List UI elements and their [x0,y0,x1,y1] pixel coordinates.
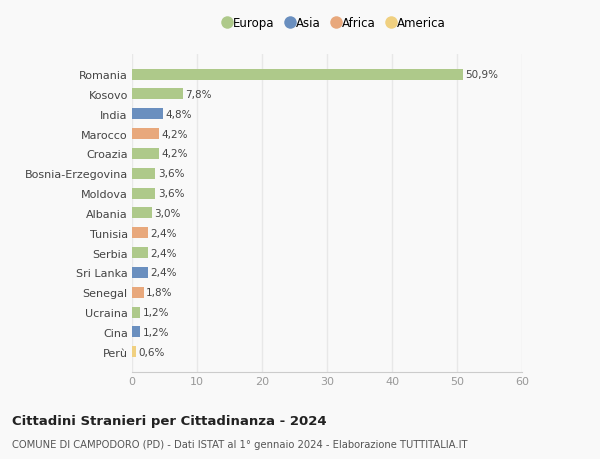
Text: 3,0%: 3,0% [154,208,181,218]
Bar [132,287,144,298]
Text: 1,2%: 1,2% [142,327,169,337]
Bar [132,208,151,219]
Bar [132,228,148,239]
Bar [132,327,140,338]
Text: 2,4%: 2,4% [150,248,176,258]
Bar [132,69,463,80]
Bar [132,168,155,179]
Text: COMUNE DI CAMPODORO (PD) - Dati ISTAT al 1° gennaio 2024 - Elaborazione TUTTITAL: COMUNE DI CAMPODORO (PD) - Dati ISTAT al… [12,440,467,449]
Bar [132,129,160,140]
Text: 2,4%: 2,4% [150,228,176,238]
Text: 50,9%: 50,9% [466,70,499,80]
Text: 7,8%: 7,8% [185,90,212,100]
Bar [132,149,160,160]
Bar [132,89,182,100]
Text: 0,6%: 0,6% [139,347,165,357]
Legend: Europa, Asia, Africa, America: Europa, Asia, Africa, America [224,17,446,29]
Text: 1,8%: 1,8% [146,288,173,297]
Text: 3,6%: 3,6% [158,189,185,199]
Text: 4,2%: 4,2% [162,129,188,139]
Bar [132,267,148,278]
Bar [132,188,155,199]
Text: 4,8%: 4,8% [166,110,193,119]
Text: 4,2%: 4,2% [162,149,188,159]
Bar [132,307,140,318]
Bar [132,109,163,120]
Text: 2,4%: 2,4% [150,268,176,278]
Bar [132,347,136,358]
Text: 3,6%: 3,6% [158,169,185,179]
Text: 1,2%: 1,2% [142,308,169,317]
Text: Cittadini Stranieri per Cittadinanza - 2024: Cittadini Stranieri per Cittadinanza - 2… [12,414,326,428]
Bar [132,247,148,258]
